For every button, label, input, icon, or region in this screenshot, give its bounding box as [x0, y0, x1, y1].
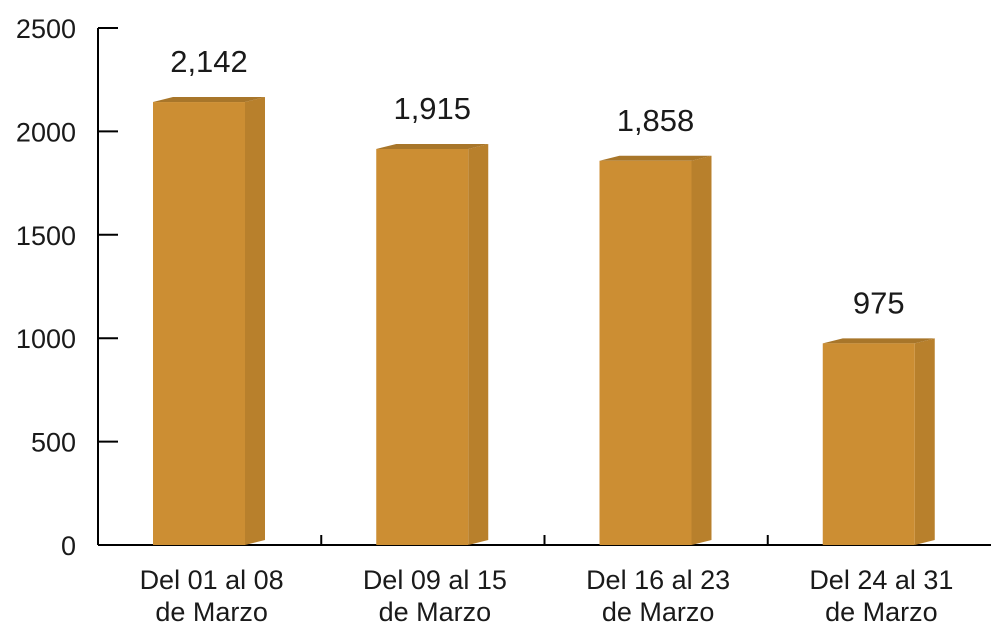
- x-tick-label: Del 16 al 23 de Marzo: [586, 565, 730, 627]
- x-tick-label-line: Del 16 al 23: [586, 565, 730, 595]
- y-tick-label: 500: [31, 428, 76, 458]
- x-tick-label-line: Del 24 al 31: [809, 565, 953, 595]
- x-tick-label-line: Del 09 al 15: [363, 565, 507, 595]
- data-label: 975: [853, 285, 905, 320]
- x-tick-label-line: de Marzo: [602, 597, 715, 627]
- data-label: 1,915: [393, 91, 471, 126]
- axes: 0 500 1000 1500 2000 2500: [16, 14, 991, 561]
- bar-front: [822, 343, 915, 545]
- x-tick-label: Del 24 al 31 de Marzo: [809, 565, 953, 627]
- bar: [153, 97, 265, 546]
- bars: [153, 97, 935, 546]
- y-tick-label: 2000: [16, 117, 76, 147]
- bar-side: [691, 155, 712, 545]
- y-tick-label: 1500: [16, 221, 76, 251]
- bar-top: [376, 143, 489, 149]
- bar: [822, 338, 935, 545]
- x-tick-label-line: de Marzo: [379, 597, 492, 627]
- y-tick-label: 0: [61, 531, 76, 561]
- y-tick-label: 1000: [16, 324, 76, 354]
- bar-front: [153, 102, 245, 546]
- bar: [376, 143, 489, 545]
- x-tick-label-line: de Marzo: [825, 597, 938, 627]
- x-tick-label: Del 01 al 08 de Marzo: [140, 565, 284, 627]
- data-label: 2,142: [170, 44, 248, 79]
- bar-top: [822, 338, 935, 344]
- bar: [599, 155, 712, 545]
- x-tick-label-line: Del 01 al 08: [140, 565, 284, 595]
- bar-top: [599, 155, 712, 161]
- bar-side: [468, 143, 489, 545]
- bar-front: [599, 160, 692, 545]
- y-tick-label: 2500: [16, 14, 76, 44]
- data-label: 1,858: [617, 103, 695, 138]
- bar-side: [245, 97, 265, 546]
- bar-side: [914, 338, 935, 545]
- bar-top: [153, 97, 265, 103]
- x-tick-label-line: de Marzo: [155, 597, 268, 627]
- x-tick-label: Del 09 al 15 de Marzo: [363, 565, 507, 627]
- bar-front: [376, 148, 469, 545]
